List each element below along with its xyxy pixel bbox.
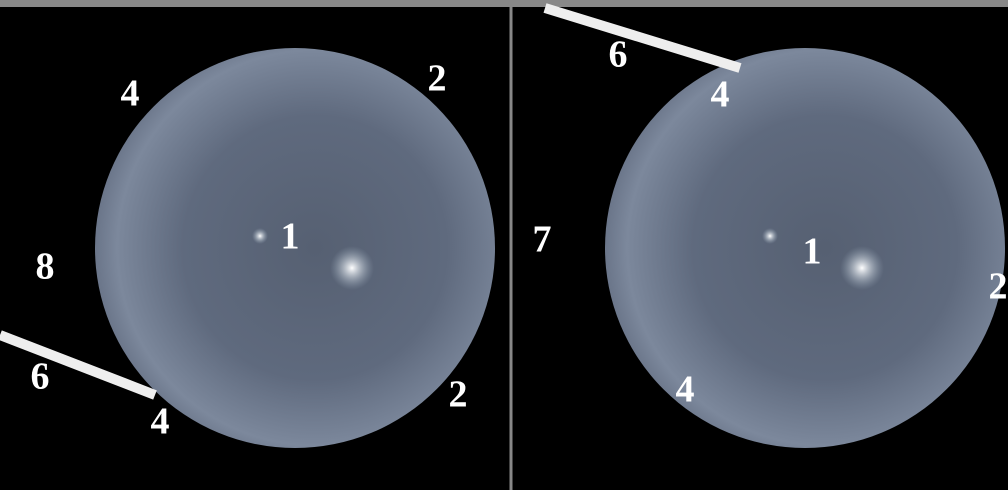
label: 6	[609, 34, 628, 76]
label: 1	[281, 216, 300, 258]
label: 4	[711, 74, 730, 116]
right-panel: 6 4 7 1 2 4	[533, 3, 1008, 448]
top-bar	[0, 0, 1008, 7]
highlight	[762, 228, 778, 244]
label: 1	[803, 231, 822, 273]
label: 8	[36, 246, 55, 288]
label: 6	[31, 356, 50, 398]
label: 2	[449, 374, 468, 416]
raindrop	[605, 48, 1005, 448]
highlight	[252, 228, 268, 244]
raindrop	[95, 48, 495, 448]
label: 2	[989, 266, 1008, 308]
white-ray	[543, 3, 742, 73]
white-ray	[0, 330, 157, 400]
highlight	[330, 246, 374, 290]
highlight	[840, 246, 884, 290]
label: 4	[121, 73, 140, 115]
left-panel: 4 2 1 8 6 4 2	[0, 48, 495, 448]
label: 7	[533, 219, 552, 261]
label: 4	[151, 401, 170, 443]
label: 4	[676, 369, 695, 411]
label: 2	[428, 58, 447, 100]
